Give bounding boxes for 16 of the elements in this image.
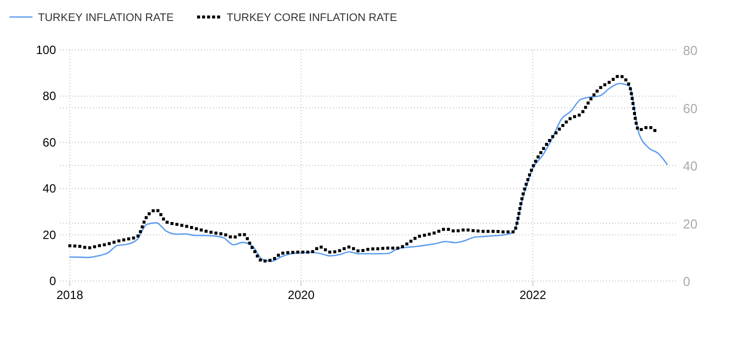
legend-label: TURKEY CORE INFLATION RATE bbox=[226, 12, 398, 24]
y-tick-label: 20 bbox=[42, 228, 56, 242]
y2-tick-label: 0 bbox=[683, 274, 690, 289]
y-tick-label: 0 bbox=[49, 274, 56, 288]
y2-tick-label: 80 bbox=[683, 43, 698, 58]
y-tick-label: 100 bbox=[36, 43, 56, 57]
x-tick-label: 2022 bbox=[519, 288, 546, 302]
y2-tick-label: 20 bbox=[683, 216, 698, 232]
y2-tick-label: 40 bbox=[683, 158, 698, 174]
y-tick-label: 60 bbox=[42, 135, 56, 150]
y2-tick-label: 60 bbox=[683, 100, 698, 116]
legend-label: TURKEY INFLATION RATE bbox=[38, 12, 174, 24]
x-tick-label: 2020 bbox=[288, 288, 315, 302]
y-tick-label: 80 bbox=[42, 89, 56, 104]
y-tick-label: 40 bbox=[42, 182, 56, 196]
x-tick-label: 2018 bbox=[56, 288, 84, 302]
